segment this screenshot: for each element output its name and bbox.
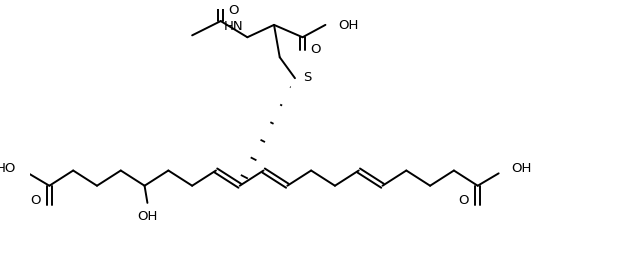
Text: O: O xyxy=(459,195,469,207)
Text: OH: OH xyxy=(511,162,531,175)
Text: O: O xyxy=(30,195,41,207)
Text: OH: OH xyxy=(137,211,158,223)
Text: O: O xyxy=(310,43,321,56)
Text: HO: HO xyxy=(0,162,16,175)
Text: HN: HN xyxy=(224,20,244,34)
Text: S: S xyxy=(304,71,312,84)
Text: OH: OH xyxy=(339,19,359,32)
Text: O: O xyxy=(228,4,239,17)
